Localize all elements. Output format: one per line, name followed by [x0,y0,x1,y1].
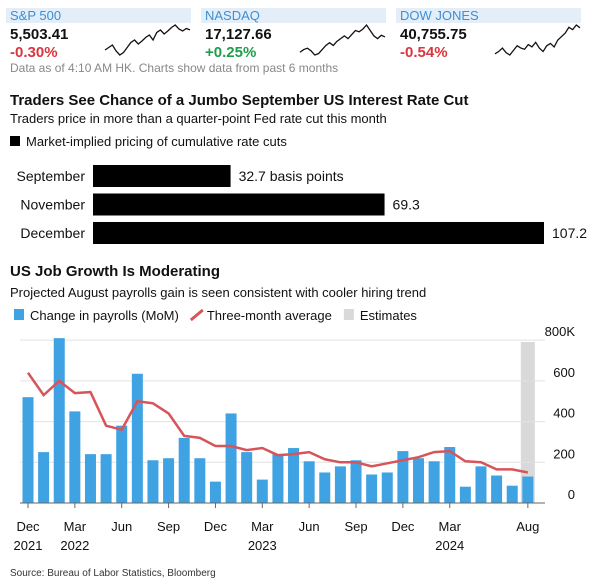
ticker-value: 40,755.75 [400,26,467,43]
ticker-name: DOW JONES [400,8,479,23]
bar [100,454,112,503]
bar [38,452,50,503]
x-tick-label: Sep [344,519,367,534]
bar [147,460,159,503]
chart-subtitle: Traders price in more than a quarter-poi… [10,111,387,126]
bar [350,460,362,503]
bar [319,472,331,503]
legend-swatch [14,309,24,320]
bar [459,486,471,503]
bar [178,437,190,503]
x-tick-label: Jun [111,519,132,534]
category-label: November [20,197,85,213]
ticker-header [396,8,581,23]
bar [413,458,424,503]
x-tick-label: Sep [157,519,180,534]
sparkline [299,23,386,56]
x-tick-label: Dec 2021 [14,519,43,553]
bar [116,425,128,503]
x-tick-label: Dec [391,519,415,534]
bar [366,474,378,503]
legend-label: Estimates [360,308,418,323]
line [26,372,529,474]
ticker-change: -0.54% [400,44,448,61]
ticker-change: +0.25% [205,44,256,61]
chart-subtitle: Projected August payrolls gain is seen c… [10,285,426,300]
bar [209,481,221,503]
y-tick-label: 800K [545,324,576,339]
x-tick-label: Mar 2024 [435,519,464,553]
ticker-name: S&P 500 [10,8,61,23]
x-tick-label: Dec [204,519,228,534]
bar [225,413,237,503]
data-label: 32.7 basis points [239,168,344,184]
y-tick-label: 400 [553,406,575,421]
ticker-header [201,8,386,23]
legend-swatch [343,309,354,320]
ticker-name: NASDAQ [205,8,260,23]
bar [303,461,315,503]
bar [93,165,231,187]
legend-label: Change in payrolls (MoM) [30,308,179,323]
bar [522,476,534,503]
bar [69,411,81,503]
ticker-value: 17,127.66 [205,26,272,43]
bar [381,472,393,503]
bar [288,448,300,503]
legend-swatch [189,308,204,322]
bar [256,479,268,503]
note: Data as of 4:10 AM HK. Charts show data … [10,61,338,75]
chart-title: Traders See Chance of a Jumbo September … [10,92,468,109]
ticker-change: -0.30% [10,44,58,61]
x-tick-label: Mar 2022 [60,519,89,553]
sparkline [104,24,191,56]
y-tick-label: 200 [553,446,575,461]
bar [163,458,175,503]
bar [194,458,206,503]
sparkline [494,24,581,56]
bar [475,466,487,503]
x-tick-label: Aug [516,519,539,534]
bar [506,485,518,503]
bar [84,454,96,503]
category-label: September [17,168,86,184]
y-tick-label: 0 [568,487,575,502]
ticker-header [6,8,191,23]
bar [444,447,456,503]
category-label: December [20,225,85,241]
bar [428,461,440,503]
chart-title: US Job Growth Is Moderating [10,263,220,280]
bar [397,451,409,503]
bar [491,475,503,503]
source: Source: Bureau of Labor Statistics, Bloo… [10,568,216,579]
x-tick-label: Mar 2023 [248,519,277,553]
legend-label: Market-implied pricing of cumulative rat… [26,134,287,149]
data-label: 107.2 [552,225,587,241]
x-tick-label: Jun [299,519,320,534]
legend-label: Three-month average [207,308,332,323]
y-tick-label: 600 [553,365,575,380]
bar [93,193,385,216]
bar [241,452,253,503]
ticker-value: 5,503.41 [10,26,68,43]
legend-swatch [10,136,20,146]
bar [93,222,544,244]
bar [131,373,143,503]
bar [53,338,65,503]
bar [22,397,34,503]
bar [334,466,346,503]
data-label: 69.3 [393,197,420,213]
bar [272,454,284,503]
